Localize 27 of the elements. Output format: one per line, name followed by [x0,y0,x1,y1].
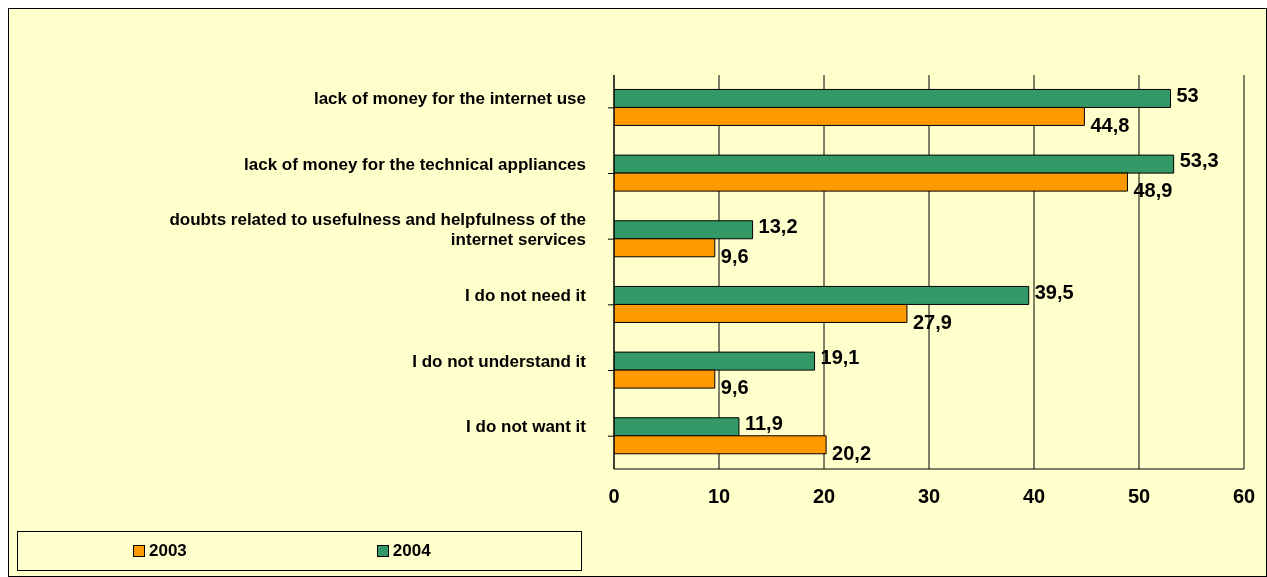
y-tick-label: lack of money for the technical appliances [244,154,586,174]
x-tick-label: 10 [707,485,731,508]
x-tick-label: 30 [917,485,941,508]
x-tick-label: 60 [1232,485,1256,508]
data-label: 39,5 [1034,280,1074,303]
y-tick-label: I do not want it [466,417,587,437]
data-label: 53,3 [1179,149,1219,172]
y-tick-label: doubts related to usefulness and helpfulness of the internet services [169,210,586,250]
x-tick-label: 20 [812,485,836,508]
x-tick-label: 50 [1127,485,1151,508]
data-label: 19,1 [820,346,860,369]
data-label: 11,9 [744,412,783,435]
legend-label: 2004 [392,541,431,561]
y-tick-label: I do not understand it [412,351,587,371]
data-label: 27,9 [912,310,952,333]
y-tick-label: I do not need it [465,285,587,305]
y-tick-label: lack of money for the internet use [313,88,586,108]
data-label: 9,6 [720,376,749,399]
x-tick-label: 0 [608,485,620,508]
x-tick-label: 40 [1022,485,1046,508]
data-label: 53 [1176,83,1199,106]
data-label: 44,8 [1090,113,1130,136]
legend-label: 2003 [149,541,187,561]
data-label: 13,2 [758,215,798,238]
data-label: 9,6 [720,245,749,268]
data-label: 20,2 [832,442,872,465]
data-label: 48,9 [1133,179,1173,202]
